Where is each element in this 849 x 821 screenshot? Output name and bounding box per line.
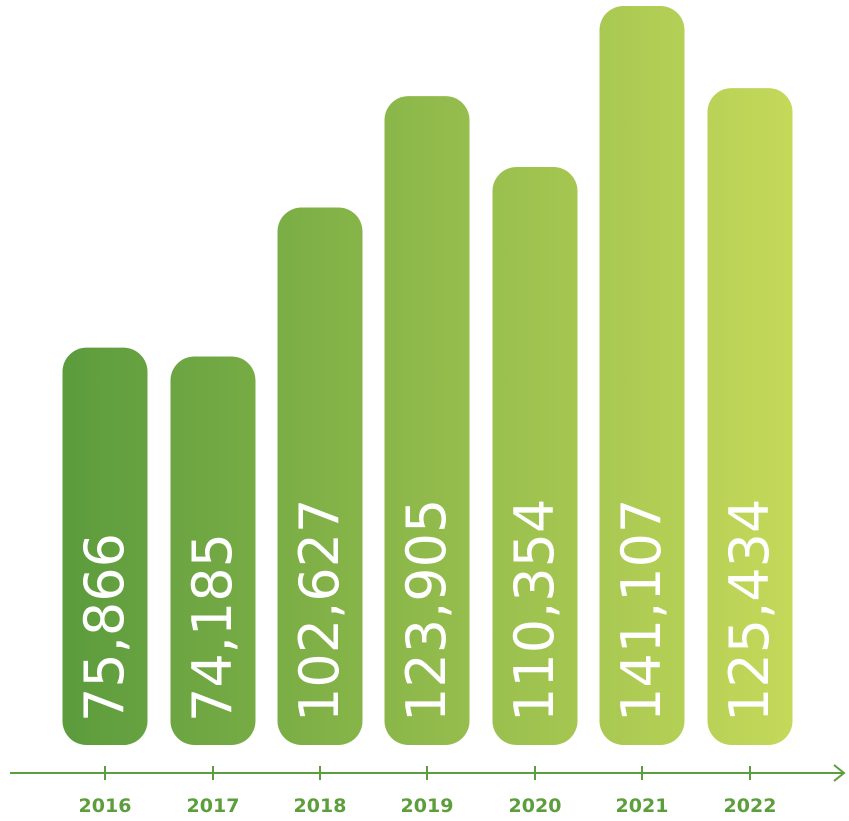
x-tick-label: 2021 xyxy=(616,795,669,817)
bar-value-label: 75,866 xyxy=(73,533,136,722)
bar-2018 xyxy=(277,207,363,745)
bar-value-label: 125,434 xyxy=(718,499,781,722)
bar-value-label: 123,905 xyxy=(395,499,458,722)
bars-group: 75,866 74,185 102,627 123,905 110,354 141,107… xyxy=(62,6,793,745)
bar-2022 xyxy=(707,88,793,745)
x-axis-arrow-icon xyxy=(833,764,846,782)
bar-value-label: 102,627 xyxy=(288,499,351,722)
bar-value-label: 110,354 xyxy=(503,499,566,722)
bar-2017 xyxy=(170,356,256,745)
x-axis-ticks xyxy=(104,766,751,780)
x-tick-label: 2022 xyxy=(724,795,777,817)
bar-2019 xyxy=(384,96,470,745)
x-tick-label: 2017 xyxy=(187,795,240,817)
bar-value-label: 74,185 xyxy=(181,533,244,722)
x-tick-label: 2019 xyxy=(401,795,454,817)
x-tick-label: 2018 xyxy=(294,795,347,817)
bar-2020 xyxy=(492,167,578,745)
bar-2021 xyxy=(599,6,685,745)
x-tick-label: 2020 xyxy=(509,795,562,817)
x-tick-label: 2016 xyxy=(79,795,132,817)
x-axis-labels: 2016 2017 2018 2019 2020 2021 2022 xyxy=(79,795,777,817)
bar-2016 xyxy=(62,347,148,745)
bar-value-label: 141,107 xyxy=(610,499,673,722)
